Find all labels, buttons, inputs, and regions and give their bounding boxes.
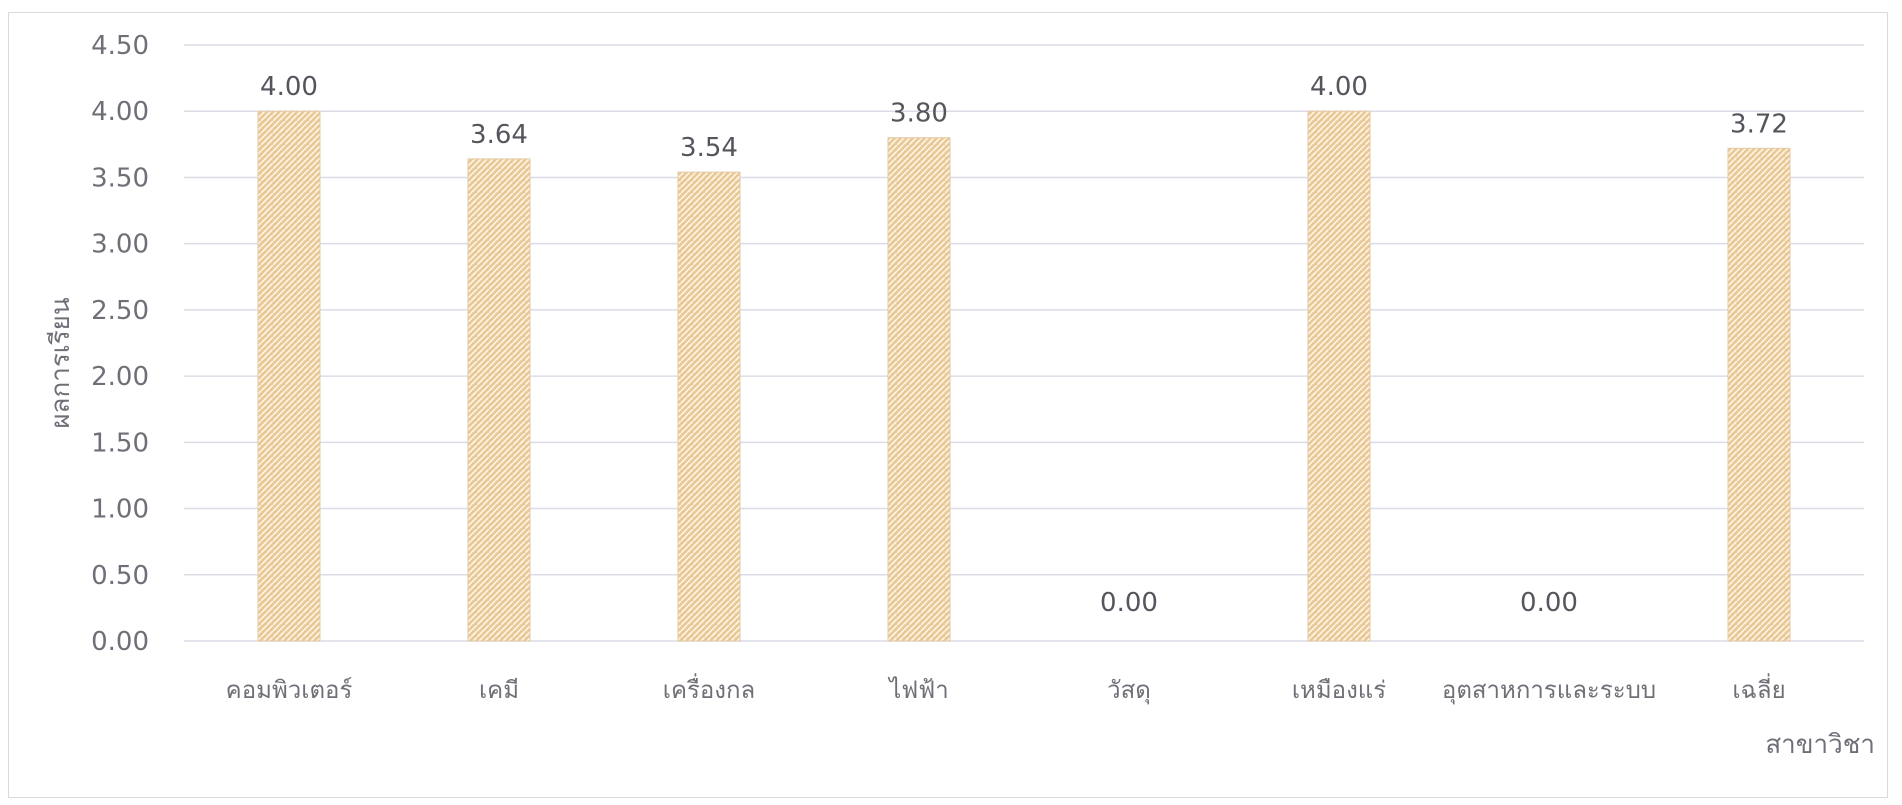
x-category-label: วัสดุ: [1107, 676, 1151, 705]
bar-chart: 0.00 0.50 1.00 1.50 2.00 2.50 3.00 3.50 4.00 4.50…: [46, 31, 1875, 760]
x-category-label: ไฟฟ้า: [887, 676, 949, 704]
data-label: 4.00: [1310, 72, 1368, 102]
data-label: 3.72: [1730, 109, 1788, 139]
data-label: 3.80: [890, 99, 948, 129]
x-category-label: อุตสาหการและระบบ: [1442, 676, 1656, 705]
x-category-label: เฉลี่ย: [1732, 673, 1785, 704]
x-category-label: เคมี: [479, 676, 519, 704]
chart-frame: 0.00 0.50 1.00 1.50 2.00 2.50 3.00 3.50 4.00 4.50…: [8, 12, 1888, 798]
y-tick-label: 2.50: [91, 296, 149, 326]
data-label: 4.00: [260, 72, 318, 102]
bar: [467, 158, 531, 642]
y-tick-label: 4.50: [91, 31, 149, 61]
data-label: 3.64: [470, 120, 528, 150]
y-axis-title: ผลการเรียน: [46, 297, 76, 429]
x-category-label: เครื่องกล: [663, 673, 756, 704]
bar: [677, 171, 741, 642]
bar: [1727, 147, 1791, 642]
y-tick-label: 0.50: [91, 561, 149, 591]
data-label: 0.00: [1100, 588, 1158, 618]
x-category-label: คอมพิวเตอร์: [226, 676, 353, 704]
y-tick-label: 4.00: [91, 97, 149, 127]
y-tick-label: 3.50: [91, 163, 149, 193]
data-label: 0.00: [1520, 588, 1578, 618]
bar: [257, 110, 321, 642]
y-tick-label: 2.00: [91, 362, 149, 392]
data-label: 3.54: [680, 133, 738, 163]
y-tick-label: 3.00: [91, 230, 149, 260]
y-tick-label: 1.00: [91, 495, 149, 525]
y-tick-label: 0.00: [91, 627, 149, 657]
x-category-label: เหมืองแร่: [1292, 676, 1386, 704]
x-axis-title: สาขาวิชา: [1765, 730, 1875, 760]
bar: [887, 137, 951, 642]
y-tick-label: 1.50: [91, 428, 149, 458]
bar: [1307, 110, 1371, 642]
